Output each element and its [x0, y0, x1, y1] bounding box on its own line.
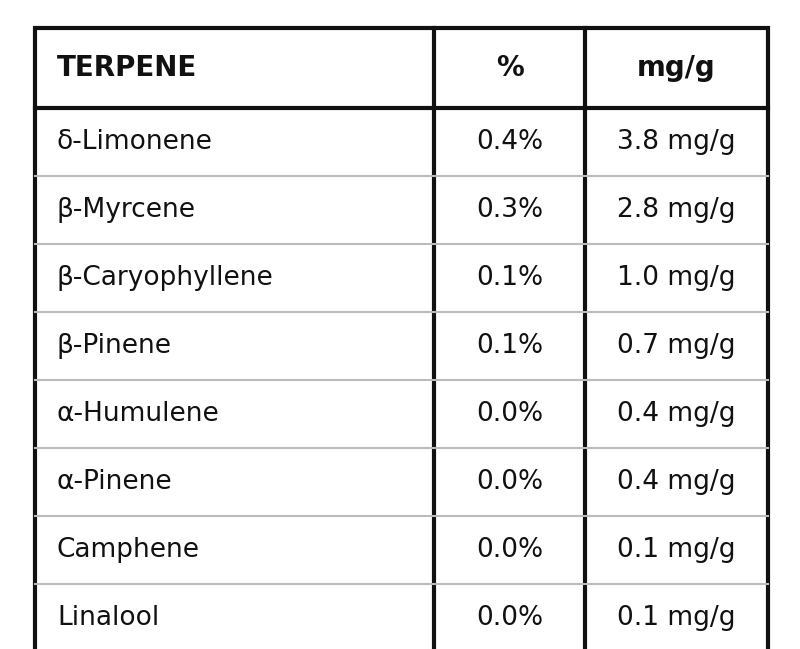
- Text: β-Caryophyllene: β-Caryophyllene: [57, 265, 274, 291]
- Text: %: %: [496, 54, 523, 82]
- Text: 0.0%: 0.0%: [476, 537, 543, 563]
- Text: 0.0%: 0.0%: [476, 469, 543, 495]
- Text: 2.8 mg/g: 2.8 mg/g: [617, 197, 736, 223]
- Text: TERPENE: TERPENE: [57, 54, 198, 82]
- Text: Camphene: Camphene: [57, 537, 200, 563]
- Text: 0.0%: 0.0%: [476, 401, 543, 427]
- Text: β-Pinene: β-Pinene: [57, 333, 172, 359]
- Text: 0.0%: 0.0%: [476, 605, 543, 631]
- Text: 1.0 mg/g: 1.0 mg/g: [617, 265, 736, 291]
- Text: α-Humulene: α-Humulene: [57, 401, 220, 427]
- Text: 0.1 mg/g: 0.1 mg/g: [617, 605, 736, 631]
- Text: 0.3%: 0.3%: [476, 197, 543, 223]
- Text: mg/g: mg/g: [637, 54, 716, 82]
- Text: 0.4%: 0.4%: [476, 129, 543, 155]
- Text: β-Myrcene: β-Myrcene: [57, 197, 196, 223]
- Text: α-Pinene: α-Pinene: [57, 469, 173, 495]
- Text: 0.4 mg/g: 0.4 mg/g: [617, 401, 736, 427]
- Text: 0.4 mg/g: 0.4 mg/g: [617, 469, 736, 495]
- Text: 0.1%: 0.1%: [476, 333, 543, 359]
- Text: 0.7 mg/g: 0.7 mg/g: [617, 333, 736, 359]
- Text: δ-Limonene: δ-Limonene: [57, 129, 213, 155]
- Text: 0.1%: 0.1%: [476, 265, 543, 291]
- Text: 3.8 mg/g: 3.8 mg/g: [617, 129, 736, 155]
- Text: 0.1 mg/g: 0.1 mg/g: [617, 537, 736, 563]
- Text: Linalool: Linalool: [57, 605, 159, 631]
